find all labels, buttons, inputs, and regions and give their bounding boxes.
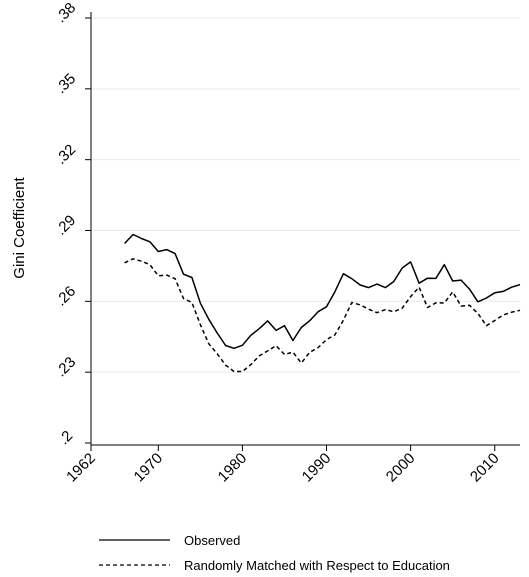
legend-label-observed: Observed xyxy=(184,533,240,548)
grid-lines xyxy=(91,17,520,373)
y-axis-title: Gini Coefficient xyxy=(11,176,28,278)
series-line-random xyxy=(124,258,521,373)
series-line-observed xyxy=(124,233,521,350)
legend-label-random: Randomly Matched with Respect to Educati… xyxy=(184,558,450,573)
axes xyxy=(90,12,520,446)
legend: Observed Randomly Matched with Respect t… xyxy=(99,533,450,573)
series-lines xyxy=(124,233,521,373)
